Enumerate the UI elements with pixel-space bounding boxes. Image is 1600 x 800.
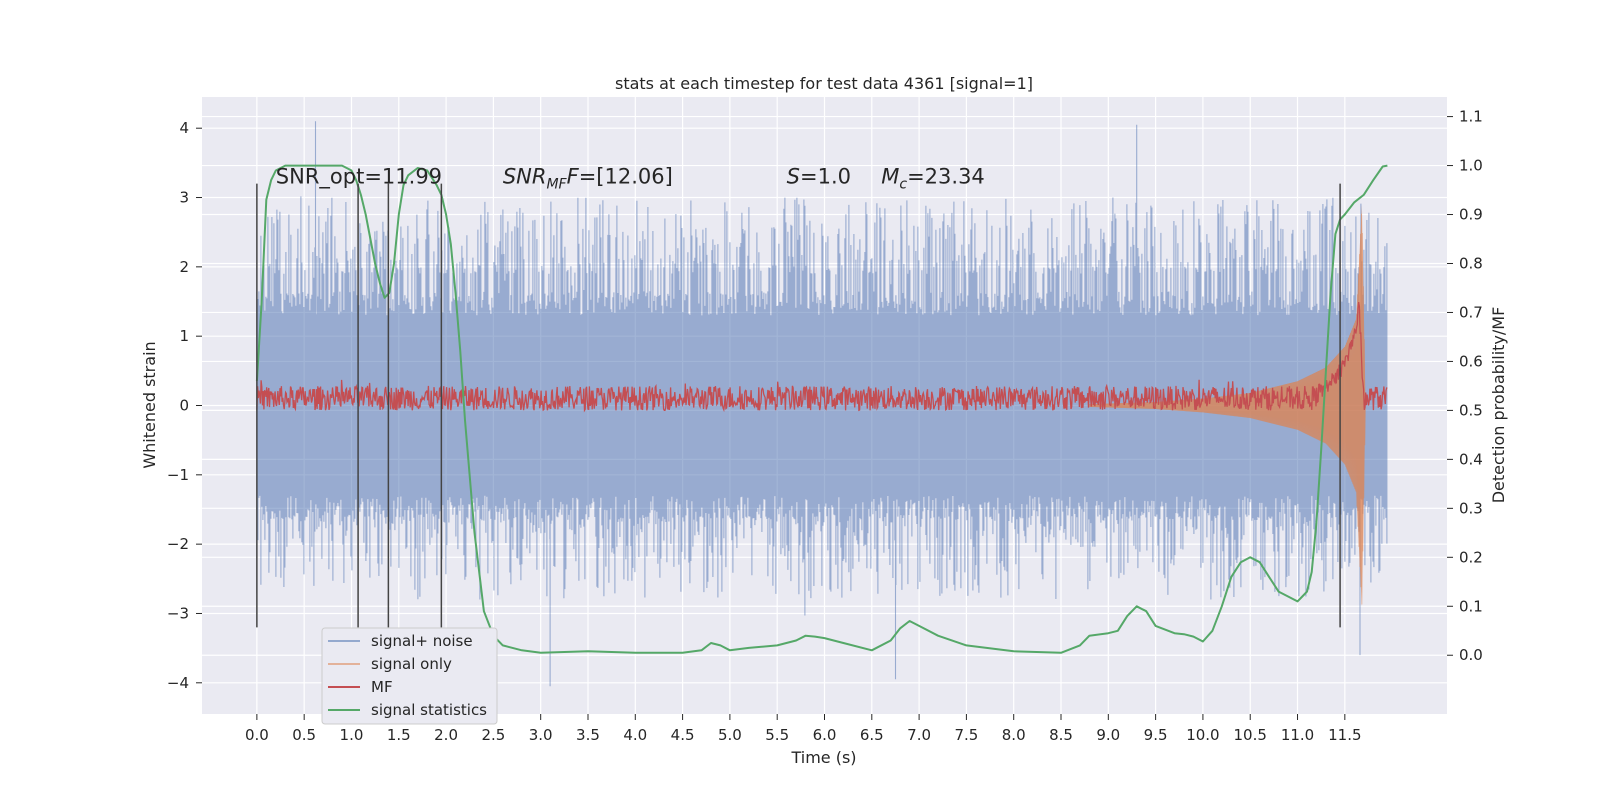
y-tick-label: 3: [179, 189, 189, 207]
x-tick-label: 7.0: [907, 726, 931, 744]
annotation: SNR_opt=11.99: [276, 165, 442, 190]
y-right-tick-label: 0.8: [1459, 254, 1483, 272]
x-tick-label: 9.5: [1144, 726, 1168, 744]
x-tick-label: 10.0: [1186, 726, 1219, 744]
y-right-tick-label: 0.3: [1459, 499, 1483, 517]
x-tick-label: 4.0: [623, 726, 647, 744]
x-tick-label: 4.5: [671, 726, 695, 744]
chart-title: stats at each timestep for test data 436…: [615, 74, 1033, 93]
x-tick-label: 0.0: [245, 726, 269, 744]
legend: signal+ noise signal only MF signal stat…: [322, 628, 497, 724]
x-tick-label: 6.0: [813, 726, 837, 744]
x-tick-label: 3.5: [576, 726, 600, 744]
y-right-tick-label: 1.1: [1459, 108, 1483, 126]
x-tick-label: 8.0: [1002, 726, 1026, 744]
y-right-tick-label: 0.0: [1459, 646, 1483, 664]
legend-label-mf: MF: [371, 678, 393, 696]
y-right-tick-label: 0.4: [1459, 450, 1483, 468]
y-right-tick-label: 0.1: [1459, 597, 1483, 615]
x-tick-label: 5.5: [765, 726, 789, 744]
y-tick-label: 2: [179, 258, 189, 276]
x-tick-label: 0.5: [292, 726, 316, 744]
x-tick-label: 10.5: [1234, 726, 1267, 744]
x-tick-label: 1.5: [387, 726, 411, 744]
y-tick-label: −2: [167, 535, 189, 553]
x-tick-label: 5.0: [718, 726, 742, 744]
y-right-axis-label: Detection probability/MF: [1489, 307, 1508, 504]
x-tick-label: 11.0: [1281, 726, 1314, 744]
x-tick-label: 2.5: [481, 726, 505, 744]
y-tick-label: 4: [179, 119, 189, 137]
x-tick-label: 6.5: [860, 726, 884, 744]
annotation: SNRMFF=[12.06]: [503, 165, 673, 193]
y-right-tick-label: 0.9: [1459, 206, 1483, 224]
y-right-tick-label: 0.2: [1459, 548, 1483, 566]
x-tick-label: 11.5: [1328, 726, 1361, 744]
legend-label-signal-noise: signal+ noise: [371, 632, 473, 650]
y-right-tick-label: 0.6: [1459, 352, 1483, 370]
x-tick-label: 1.0: [340, 726, 364, 744]
x-tick-label: 9.0: [1096, 726, 1120, 744]
y-axis-label: Whitened strain: [140, 341, 159, 468]
y-right-tick-label: 1.0: [1459, 157, 1483, 175]
annotation: Mc=23.34: [881, 165, 985, 193]
legend-label-signal-statistics: signal statistics: [371, 701, 487, 719]
x-tick-label: 3.0: [529, 726, 553, 744]
annotation: S=1.0: [787, 165, 851, 189]
y-tick-label: 1: [179, 327, 189, 345]
x-tick-label: 8.5: [1049, 726, 1073, 744]
y-right-tick-label: 0.7: [1459, 303, 1483, 321]
x-tick-label: 7.5: [954, 726, 978, 744]
y-tick-label: 0: [179, 397, 189, 415]
y-right-tick-label: 0.5: [1459, 401, 1483, 419]
y-tick-label: −4: [167, 674, 189, 692]
x-axis-label: Time (s): [790, 748, 856, 767]
y-tick-label: −1: [167, 466, 189, 484]
y-tick-label: −3: [167, 604, 189, 622]
x-tick-label: 2.0: [434, 726, 458, 744]
legend-label-signal-only: signal only: [371, 655, 452, 673]
